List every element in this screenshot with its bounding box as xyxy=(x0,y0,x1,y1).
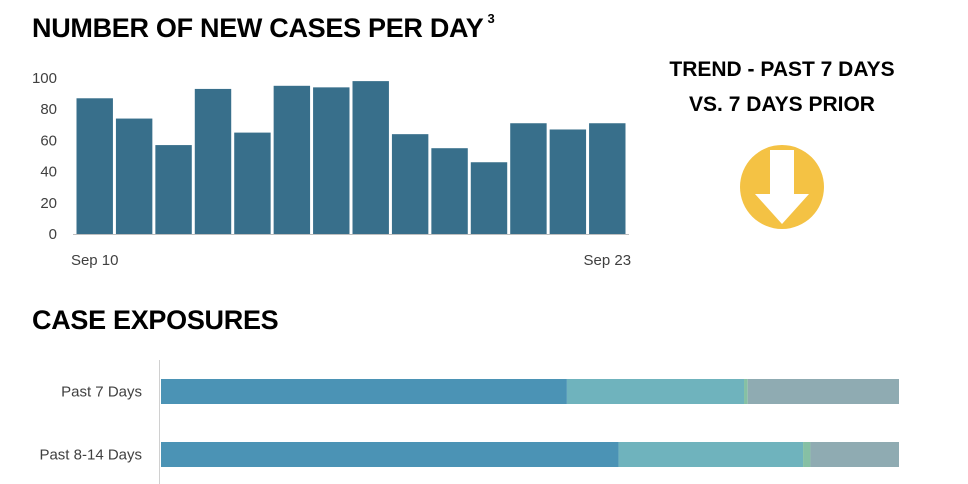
trend-panel: TREND - PAST 7 DAYS VS. 7 DAYS PRIOR xyxy=(640,52,924,122)
bar-sep-13 xyxy=(194,88,232,234)
segment-row1-series1 xyxy=(618,442,804,467)
bar-sep-21 xyxy=(510,123,547,234)
row-label-0: Past 7 Days xyxy=(61,384,142,401)
bar-sep-22 xyxy=(549,129,587,234)
y-tick-label-0: 0 xyxy=(49,226,57,243)
bar-sep-14 xyxy=(234,132,271,234)
bar-sep-11 xyxy=(115,118,153,234)
y-tick-label-1: 20 xyxy=(40,195,57,212)
y-tick-label-2: 40 xyxy=(40,164,57,181)
trend-label-line1: TREND - PAST 7 DAYS xyxy=(669,58,895,81)
segment-row0-series3 xyxy=(747,379,899,404)
bar-sep-16 xyxy=(313,87,350,234)
y-tick-label-4: 80 xyxy=(40,101,57,118)
cases-chart-title: NUMBER OF NEW CASES PER DAY 3 xyxy=(32,11,495,44)
bar-sep-18 xyxy=(391,134,429,234)
bar-sep-20 xyxy=(470,162,508,234)
trend-label-line2: VS. 7 DAYS PRIOR xyxy=(689,93,875,116)
segment-row1-series0 xyxy=(161,442,619,467)
segment-row0-series0 xyxy=(161,379,567,404)
bar-sep-23 xyxy=(589,123,626,234)
bar-sep-15 xyxy=(273,85,311,234)
x-tick-label-start: Sep 10 xyxy=(71,252,119,269)
y-tick-label-3: 60 xyxy=(40,132,57,149)
exposure-chart-title: CASE EXPOSURES xyxy=(32,305,279,335)
trend-icon-arrow xyxy=(755,150,809,224)
bar-sep-17 xyxy=(352,81,389,235)
row-label-1: Past 8-14 Days xyxy=(39,447,142,464)
segment-row0-series2 xyxy=(744,379,748,404)
bar-sep-12 xyxy=(155,145,192,234)
segment-row1-series3 xyxy=(810,442,899,467)
down-arrow-icon xyxy=(740,145,824,229)
y-tick-label-5: 100 xyxy=(32,70,57,87)
x-tick-label-end: Sep 23 xyxy=(584,252,632,269)
cases-title-text: NUMBER OF NEW CASES PER DAY xyxy=(32,13,484,43)
segment-row0-series1 xyxy=(566,379,745,404)
segment-row1-series2 xyxy=(803,442,811,467)
footnote-marker: 3 xyxy=(487,11,495,26)
bar-sep-10 xyxy=(76,98,113,234)
bar-sep-19 xyxy=(431,148,468,234)
